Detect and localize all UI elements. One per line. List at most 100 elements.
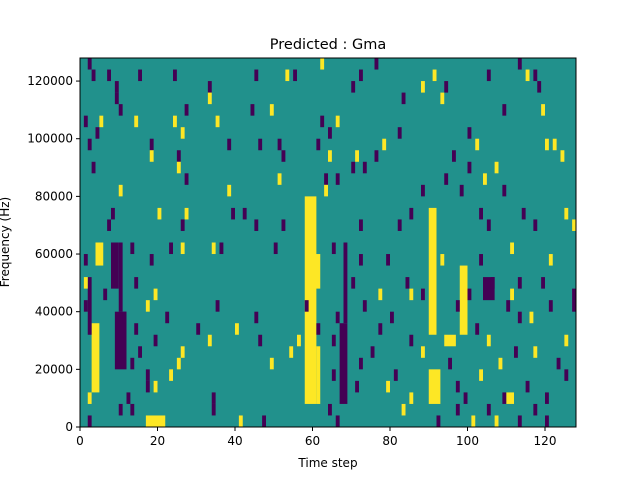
heatmap-cell: [130, 357, 135, 370]
heatmap-cell: [440, 92, 445, 105]
heatmap-cell: [324, 184, 328, 197]
y-tick-label: 0: [65, 420, 73, 434]
heatmap-cell: [471, 415, 476, 427]
heatmap-cell: [107, 219, 111, 231]
y-tick-label: 40000: [35, 305, 73, 319]
heatmap-cell: [83, 115, 88, 128]
heatmap-cell: [432, 69, 437, 82]
heatmap-cell: [510, 242, 514, 255]
heatmap-cell: [335, 415, 340, 427]
heatmap-cell: [397, 127, 402, 139]
heatmap-cell: [502, 392, 507, 404]
heatmap-cell: [533, 69, 538, 82]
heatmap-cell: [359, 254, 363, 266]
heatmap-cell: [455, 403, 460, 416]
heatmap-cell: [421, 346, 425, 358]
heatmap-cell: [355, 150, 359, 162]
heatmap-cell: [153, 288, 158, 301]
heatmap-cell: [134, 323, 139, 335]
heatmap-patch: [483, 277, 495, 301]
heatmap-cell: [149, 150, 154, 162]
heatmap-cell: [440, 254, 445, 266]
heatmap-cell: [328, 403, 332, 416]
heatmap-cell: [463, 392, 468, 404]
heatmap-cell: [176, 357, 181, 370]
heatmap-cell: [258, 334, 263, 347]
heatmap-cell: [99, 115, 104, 128]
heatmap-cell: [335, 173, 340, 185]
heatmap-cell: [335, 311, 340, 324]
heatmap-cell: [455, 300, 460, 312]
heatmap-cell: [138, 346, 142, 358]
heatmap-cell: [180, 242, 185, 255]
heatmap-cell: [517, 58, 522, 70]
heatmap-cell: [486, 219, 491, 231]
heatmap-cell: [87, 415, 92, 427]
heatmap-patch: [87, 277, 92, 335]
heatmap-cell: [316, 323, 321, 335]
x-axis: 0 20 40 60 80 100 120: [76, 427, 556, 448]
heatmap-cell: [444, 173, 449, 185]
heatmap-cell: [227, 184, 232, 197]
heatmap-cell: [277, 138, 282, 151]
heatmap-cell: [421, 184, 425, 197]
heatmap-cell: [169, 242, 173, 255]
heatmap-cell: [126, 392, 131, 404]
heatmap-cell: [390, 311, 394, 324]
heatmap-cell: [548, 254, 553, 266]
heatmap-cell: [277, 173, 282, 185]
heatmap-cell: [211, 242, 216, 255]
heatmap-cell: [401, 92, 406, 105]
heatmap-cell: [149, 254, 154, 266]
heatmap-cell: [486, 334, 491, 347]
heatmap-cell: [138, 69, 142, 82]
heatmap-cell: [351, 161, 356, 174]
heatmap-cell: [393, 369, 398, 381]
heatmap-cell: [169, 369, 173, 381]
heatmap-cell: [176, 161, 181, 174]
heatmap-cell: [483, 173, 487, 185]
heatmap-cell: [153, 380, 158, 393]
heatmap-cell: [521, 207, 526, 220]
heatmap-cell: [517, 311, 522, 324]
heatmap-cell: [87, 392, 92, 404]
heatmap-cell: [157, 207, 162, 220]
heatmap-cell: [111, 207, 115, 220]
heatmap-cell: [328, 150, 332, 162]
heatmap-cell: [331, 242, 336, 255]
heatmap-cell: [254, 219, 259, 231]
heatmap-cell: [122, 311, 127, 324]
heatmap-cell: [421, 81, 425, 93]
heatmap-cell: [545, 138, 549, 151]
heatmap-cell: [378, 288, 383, 301]
heatmap-cell: [382, 138, 387, 151]
heatmap-cell: [95, 242, 100, 255]
heatmap-cell: [409, 392, 414, 404]
heatmap-cell: [467, 127, 472, 139]
heatmap-cell: [541, 277, 545, 289]
heatmap-cell: [130, 403, 135, 416]
heatmap-cell: [184, 207, 189, 220]
heatmap-cell: [556, 357, 561, 370]
heatmap-cell: [486, 69, 491, 82]
heatmap-cell: [184, 104, 189, 116]
heatmap-cell: [436, 415, 441, 427]
heatmap-cell: [269, 357, 274, 370]
heatmap-cell: [545, 392, 549, 404]
y-tick-label: 20000: [35, 362, 73, 376]
heatmap-cell: [502, 104, 507, 116]
heatmap-cell: [479, 254, 483, 266]
heatmap-cell: [238, 415, 243, 427]
heatmap-background: [80, 58, 576, 427]
heatmap-cell: [502, 184, 507, 197]
chart-title: Predicted : Gma: [270, 37, 386, 53]
heatmap-cell: [552, 138, 557, 151]
y-tick-label: 100000: [27, 132, 73, 146]
heatmap-cell: [517, 277, 522, 289]
heatmap-cell: [145, 380, 150, 393]
y-tick-label: 80000: [35, 189, 73, 203]
heatmap-cell: [517, 415, 522, 427]
heatmap-cell: [231, 207, 235, 220]
x-tick-label: 80: [382, 434, 397, 448]
heatmap-cell: [91, 69, 96, 82]
